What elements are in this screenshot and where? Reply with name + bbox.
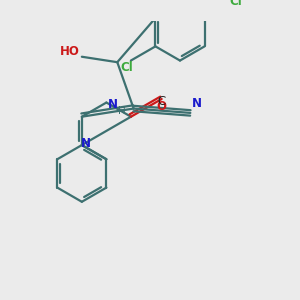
Text: O: O (157, 100, 166, 112)
Text: N: N (81, 137, 91, 151)
Text: C: C (158, 95, 166, 109)
Text: H: H (118, 106, 125, 116)
Text: Cl: Cl (120, 61, 133, 74)
Text: N: N (192, 97, 202, 110)
Text: HO: HO (60, 45, 80, 58)
Text: Cl: Cl (229, 0, 242, 8)
Text: N: N (108, 98, 118, 111)
